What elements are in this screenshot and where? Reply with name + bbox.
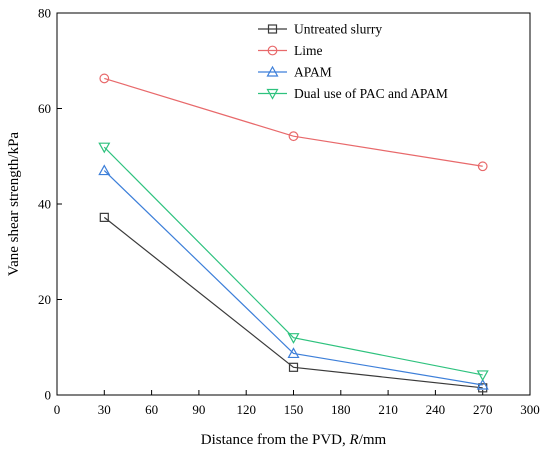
legend-item: Dual use of PAC and APAM — [258, 86, 448, 101]
legend: Untreated slurry Lime APAM Dual use of PAC … — [258, 22, 448, 101]
y-tick-label: 40 — [38, 197, 51, 212]
legend-label: Dual use of PAC and APAM — [294, 86, 448, 101]
legend-label: APAM — [294, 65, 332, 80]
x-tick-label: 90 — [192, 402, 205, 417]
data-point-marker — [476, 378, 489, 390]
series-line — [104, 77, 483, 167]
data-point-marker — [267, 45, 278, 56]
legend-item: Untreated slurry — [258, 22, 382, 37]
series-1 — [99, 212, 488, 393]
x-tick-label: 270 — [473, 402, 493, 417]
data-point-marker — [266, 88, 279, 100]
series-line — [103, 170, 483, 386]
series-line — [103, 216, 483, 389]
series-layer — [98, 73, 489, 393]
series-4 — [98, 142, 489, 382]
data-point-marker — [267, 24, 278, 34]
x-tick-label: 150 — [284, 402, 304, 417]
x-tick-label: 300 — [520, 402, 540, 417]
legend-label: Lime — [294, 43, 323, 58]
x-axis-label: Distance from the PVD, R/mm — [201, 432, 387, 448]
x-tick-label: 30 — [98, 402, 111, 417]
data-point-marker — [477, 161, 488, 172]
data-point-marker — [98, 142, 111, 154]
axis-ticks: 0 30 60 90 120 150 180 210 240 270 300 0 20 40 60 80 — [38, 6, 540, 418]
y-tick-label: 60 — [38, 101, 51, 116]
x-tick-label: 60 — [145, 402, 158, 417]
series-line — [103, 146, 483, 376]
x-tick-label: 0 — [54, 402, 61, 417]
series-3 — [98, 164, 489, 390]
data-point-marker — [266, 65, 279, 77]
x-tick-label: 120 — [236, 402, 256, 417]
legend-item: APAM — [258, 65, 332, 80]
data-point-marker — [99, 212, 109, 222]
y-axis-label: Vane shear strength/kPa — [6, 132, 22, 276]
data-point-marker — [288, 131, 299, 142]
y-tick-label: 0 — [45, 388, 52, 403]
legend-item: Lime — [258, 43, 323, 58]
data-point-marker — [287, 333, 300, 344]
x-tick-label: 180 — [331, 402, 351, 417]
legend-label: Untreated slurry — [294, 22, 382, 37]
data-point-marker — [99, 73, 110, 84]
y-tick-label: 20 — [38, 292, 51, 307]
data-point-marker — [476, 370, 489, 382]
data-point-marker — [288, 362, 299, 372]
x-tick-label: 210 — [378, 402, 398, 417]
x-tick-label: 240 — [426, 402, 446, 417]
y-tick-label: 80 — [38, 6, 51, 21]
series-2 — [99, 73, 488, 172]
data-point-marker — [98, 164, 111, 176]
data-point-marker — [287, 347, 300, 359]
